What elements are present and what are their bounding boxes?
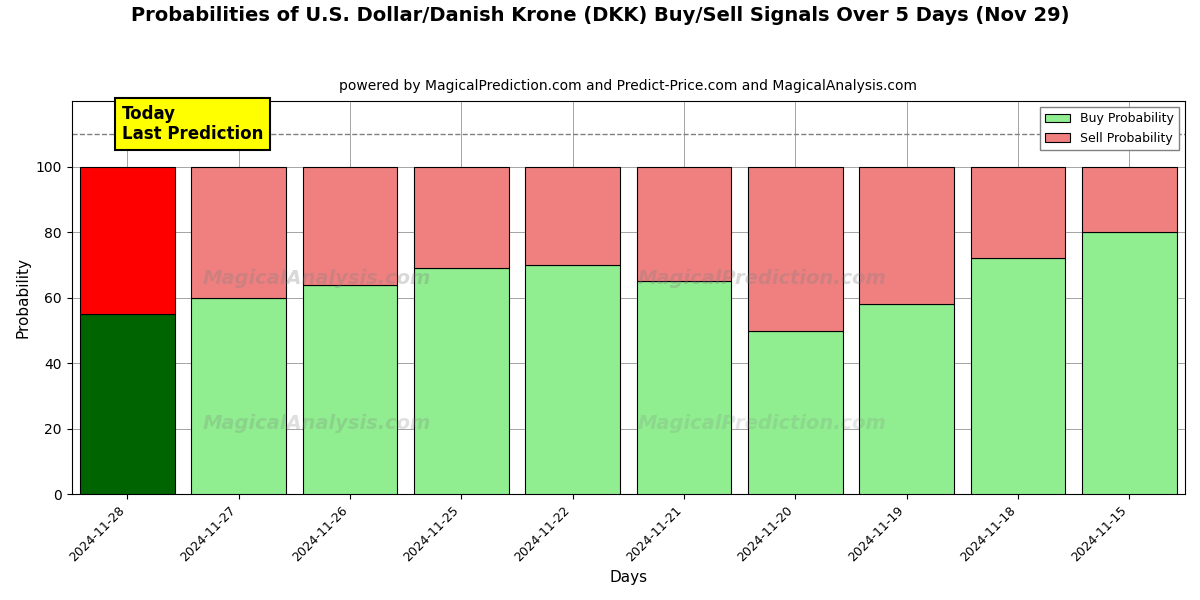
Bar	[526, 167, 620, 265]
Bar	[191, 298, 286, 494]
Text: Today
Last Prediction: Today Last Prediction	[121, 104, 263, 143]
Bar	[971, 259, 1066, 494]
Bar	[859, 167, 954, 304]
Bar	[1082, 232, 1177, 494]
Bar	[526, 265, 620, 494]
Bar	[637, 281, 731, 494]
Text: MagicalPrediction.com: MagicalPrediction.com	[637, 414, 887, 433]
Bar	[80, 314, 175, 494]
X-axis label: Days: Days	[610, 570, 647, 585]
Bar	[748, 167, 842, 331]
Text: MagicalAnalysis.com: MagicalAnalysis.com	[203, 414, 431, 433]
Text: MagicalPrediction.com: MagicalPrediction.com	[637, 269, 887, 287]
Bar	[80, 167, 175, 314]
Y-axis label: Probability: Probability	[16, 257, 30, 338]
Bar	[637, 167, 731, 281]
Bar	[971, 167, 1066, 259]
Text: Probabilities of U.S. Dollar/Danish Krone (DKK) Buy/Sell Signals Over 5 Days (No: Probabilities of U.S. Dollar/Danish Kron…	[131, 6, 1069, 25]
Bar	[414, 167, 509, 268]
Bar	[859, 304, 954, 494]
Text: MagicalAnalysis.com: MagicalAnalysis.com	[203, 269, 431, 287]
Bar	[414, 268, 509, 494]
Legend: Buy Probability, Sell Probability: Buy Probability, Sell Probability	[1040, 107, 1178, 149]
Bar	[1082, 167, 1177, 232]
Bar	[302, 284, 397, 494]
Bar	[191, 167, 286, 298]
Title: powered by MagicalPrediction.com and Predict-Price.com and MagicalAnalysis.com: powered by MagicalPrediction.com and Pre…	[340, 79, 917, 93]
Bar	[748, 331, 842, 494]
Bar	[302, 167, 397, 284]
